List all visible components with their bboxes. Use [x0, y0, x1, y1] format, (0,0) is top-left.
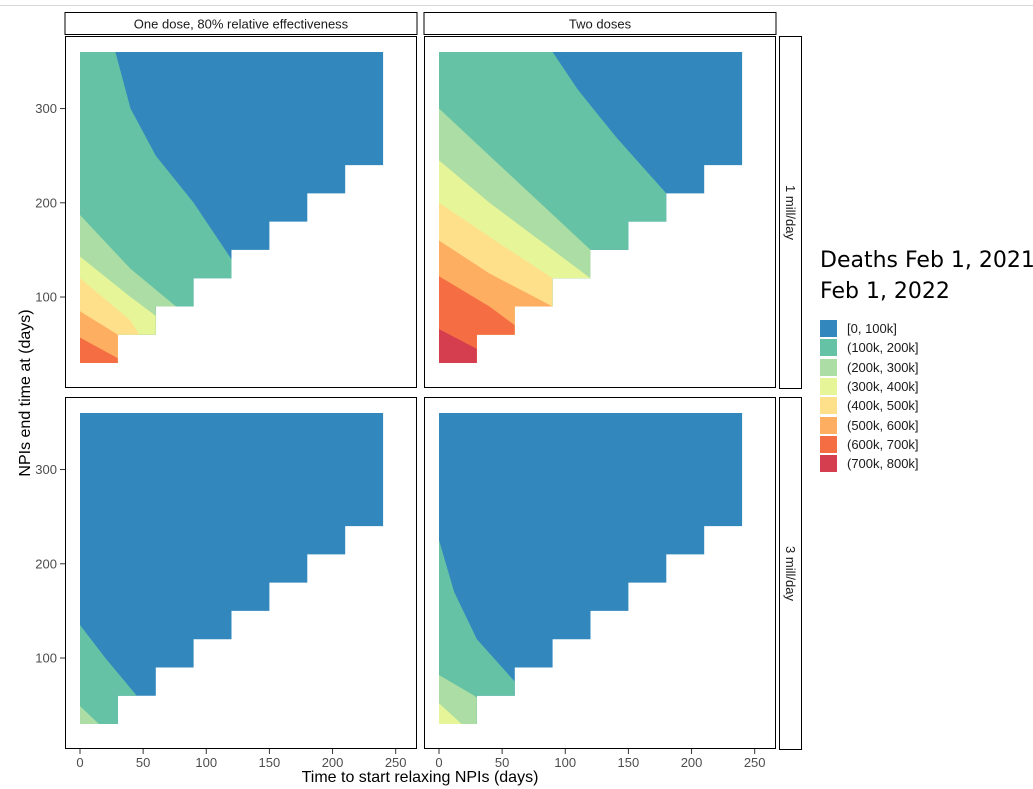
legend-item: (700k, 800k]: [820, 454, 1030, 473]
x-tick-label: 200: [681, 755, 703, 770]
x-tick-label: 250: [385, 755, 407, 770]
y-tick-label: 100: [35, 290, 57, 305]
legend-label: (700k, 800k]: [847, 456, 919, 472]
legend-item: (300k, 400k]: [820, 377, 1030, 396]
y-tick-label: 200: [35, 556, 57, 571]
panel-body: [80, 413, 384, 724]
legend-title: Deaths Feb 1, 2021- Feb 1, 2022: [820, 245, 1033, 307]
legend-label: (400k, 500k]: [847, 398, 919, 414]
legend-item: (100k, 200k]: [820, 338, 1030, 357]
strip-box-row-2: [779, 397, 802, 750]
x-tick-label: 100: [195, 755, 217, 770]
legend-title-line-1: Deaths Feb 1, 2021-: [820, 248, 1033, 273]
x-tick-label: 0: [76, 755, 83, 770]
strip-box-col-1: [64, 12, 418, 35]
x-tick-label: 50: [136, 755, 150, 770]
legend-label: (200k, 300k]: [847, 359, 919, 375]
panel-body: [80, 52, 384, 363]
strip-label-col-1: One dose, 80% relative effectiveness: [134, 17, 349, 32]
panel: [80, 52, 384, 363]
x-tick-label: 100: [554, 755, 576, 770]
y-tick-label: 200: [35, 195, 57, 210]
x-tick-label: 250: [744, 755, 766, 770]
contour-band: [439, 52, 553, 363]
legend-item: (200k, 300k]: [820, 358, 1030, 377]
panel: [80, 413, 384, 724]
strip-label-row-1: 1 mill/day: [783, 185, 798, 240]
legend-key: [820, 397, 837, 415]
contour-band: [80, 52, 140, 363]
panel-frame: [65, 397, 417, 749]
contour-band: [439, 413, 515, 724]
legend-item: (500k, 600k]: [820, 415, 1030, 434]
legend-key: [820, 339, 837, 357]
strip-label-row-2: 3 mill/day: [783, 546, 798, 601]
contour-band: [80, 52, 122, 363]
row-strips: 1 mill/day 3 mill/day: [779, 36, 802, 750]
panel-body: [439, 52, 743, 363]
legend-label: (500k, 600k]: [847, 417, 919, 433]
x-axis-title: Time to start relaxing NPIs (days): [302, 769, 539, 786]
x-tick-label: 50: [495, 755, 509, 770]
y-tick-label: 100: [35, 651, 57, 666]
panel-frame: [424, 36, 776, 388]
legend-item: (400k, 500k]: [820, 396, 1030, 415]
panel: [439, 52, 743, 363]
legend-key: [820, 435, 837, 453]
contour-band: [80, 52, 156, 363]
panel-frames: [65, 36, 776, 749]
legend-label: [0, 100k]: [847, 321, 897, 337]
y-tick-label: 300: [35, 462, 57, 477]
legend-key: [820, 378, 837, 396]
contour-band: [439, 52, 515, 363]
x-tick-label: 150: [259, 755, 281, 770]
panel-frame: [65, 36, 417, 388]
legend-key: [820, 416, 837, 434]
x-tick-label: 200: [322, 755, 344, 770]
y-axis-title: NPIs end time at (days): [17, 309, 34, 476]
strip-label-col-2: Two doses: [569, 17, 632, 32]
strip-box-row-1: [779, 36, 802, 389]
legend-key: [820, 320, 837, 338]
column-strips: One dose, 80% relative effectiveness Two…: [64, 12, 777, 35]
legend-label: (100k, 200k]: [847, 340, 919, 356]
legend-item: [0, 100k]: [820, 319, 1030, 338]
panel-body: [439, 413, 743, 724]
contour-band: [80, 413, 137, 724]
legend-label: (300k, 400k]: [847, 379, 919, 395]
panel: [439, 413, 743, 724]
legend: Deaths Feb 1, 2021- Feb 1, 2022 [0, 100k…: [820, 245, 1033, 473]
contour-band: [439, 413, 477, 724]
x-tick-label: 150: [618, 755, 640, 770]
strip-box-col-2: [423, 12, 777, 35]
y-tick-label: 300: [35, 101, 57, 116]
x-tick-label: 0: [435, 755, 442, 770]
legend-item: (600k, 700k]: [820, 435, 1030, 454]
legend-label: (600k, 700k]: [847, 436, 919, 452]
legend-title-line-2: Feb 1, 2022: [820, 279, 950, 304]
legend-key: [820, 358, 837, 376]
axes: 100 200 300 100 200 300 0 50 100 150 200 250 0 50 100 1…: [35, 101, 765, 770]
top-divider-line: [0, 5, 1033, 6]
legend-items: [0, 100k] (100k, 200k] (200k, 300k] (300…: [820, 319, 1030, 473]
panel-frame: [424, 397, 776, 749]
legend-key: [820, 455, 837, 473]
